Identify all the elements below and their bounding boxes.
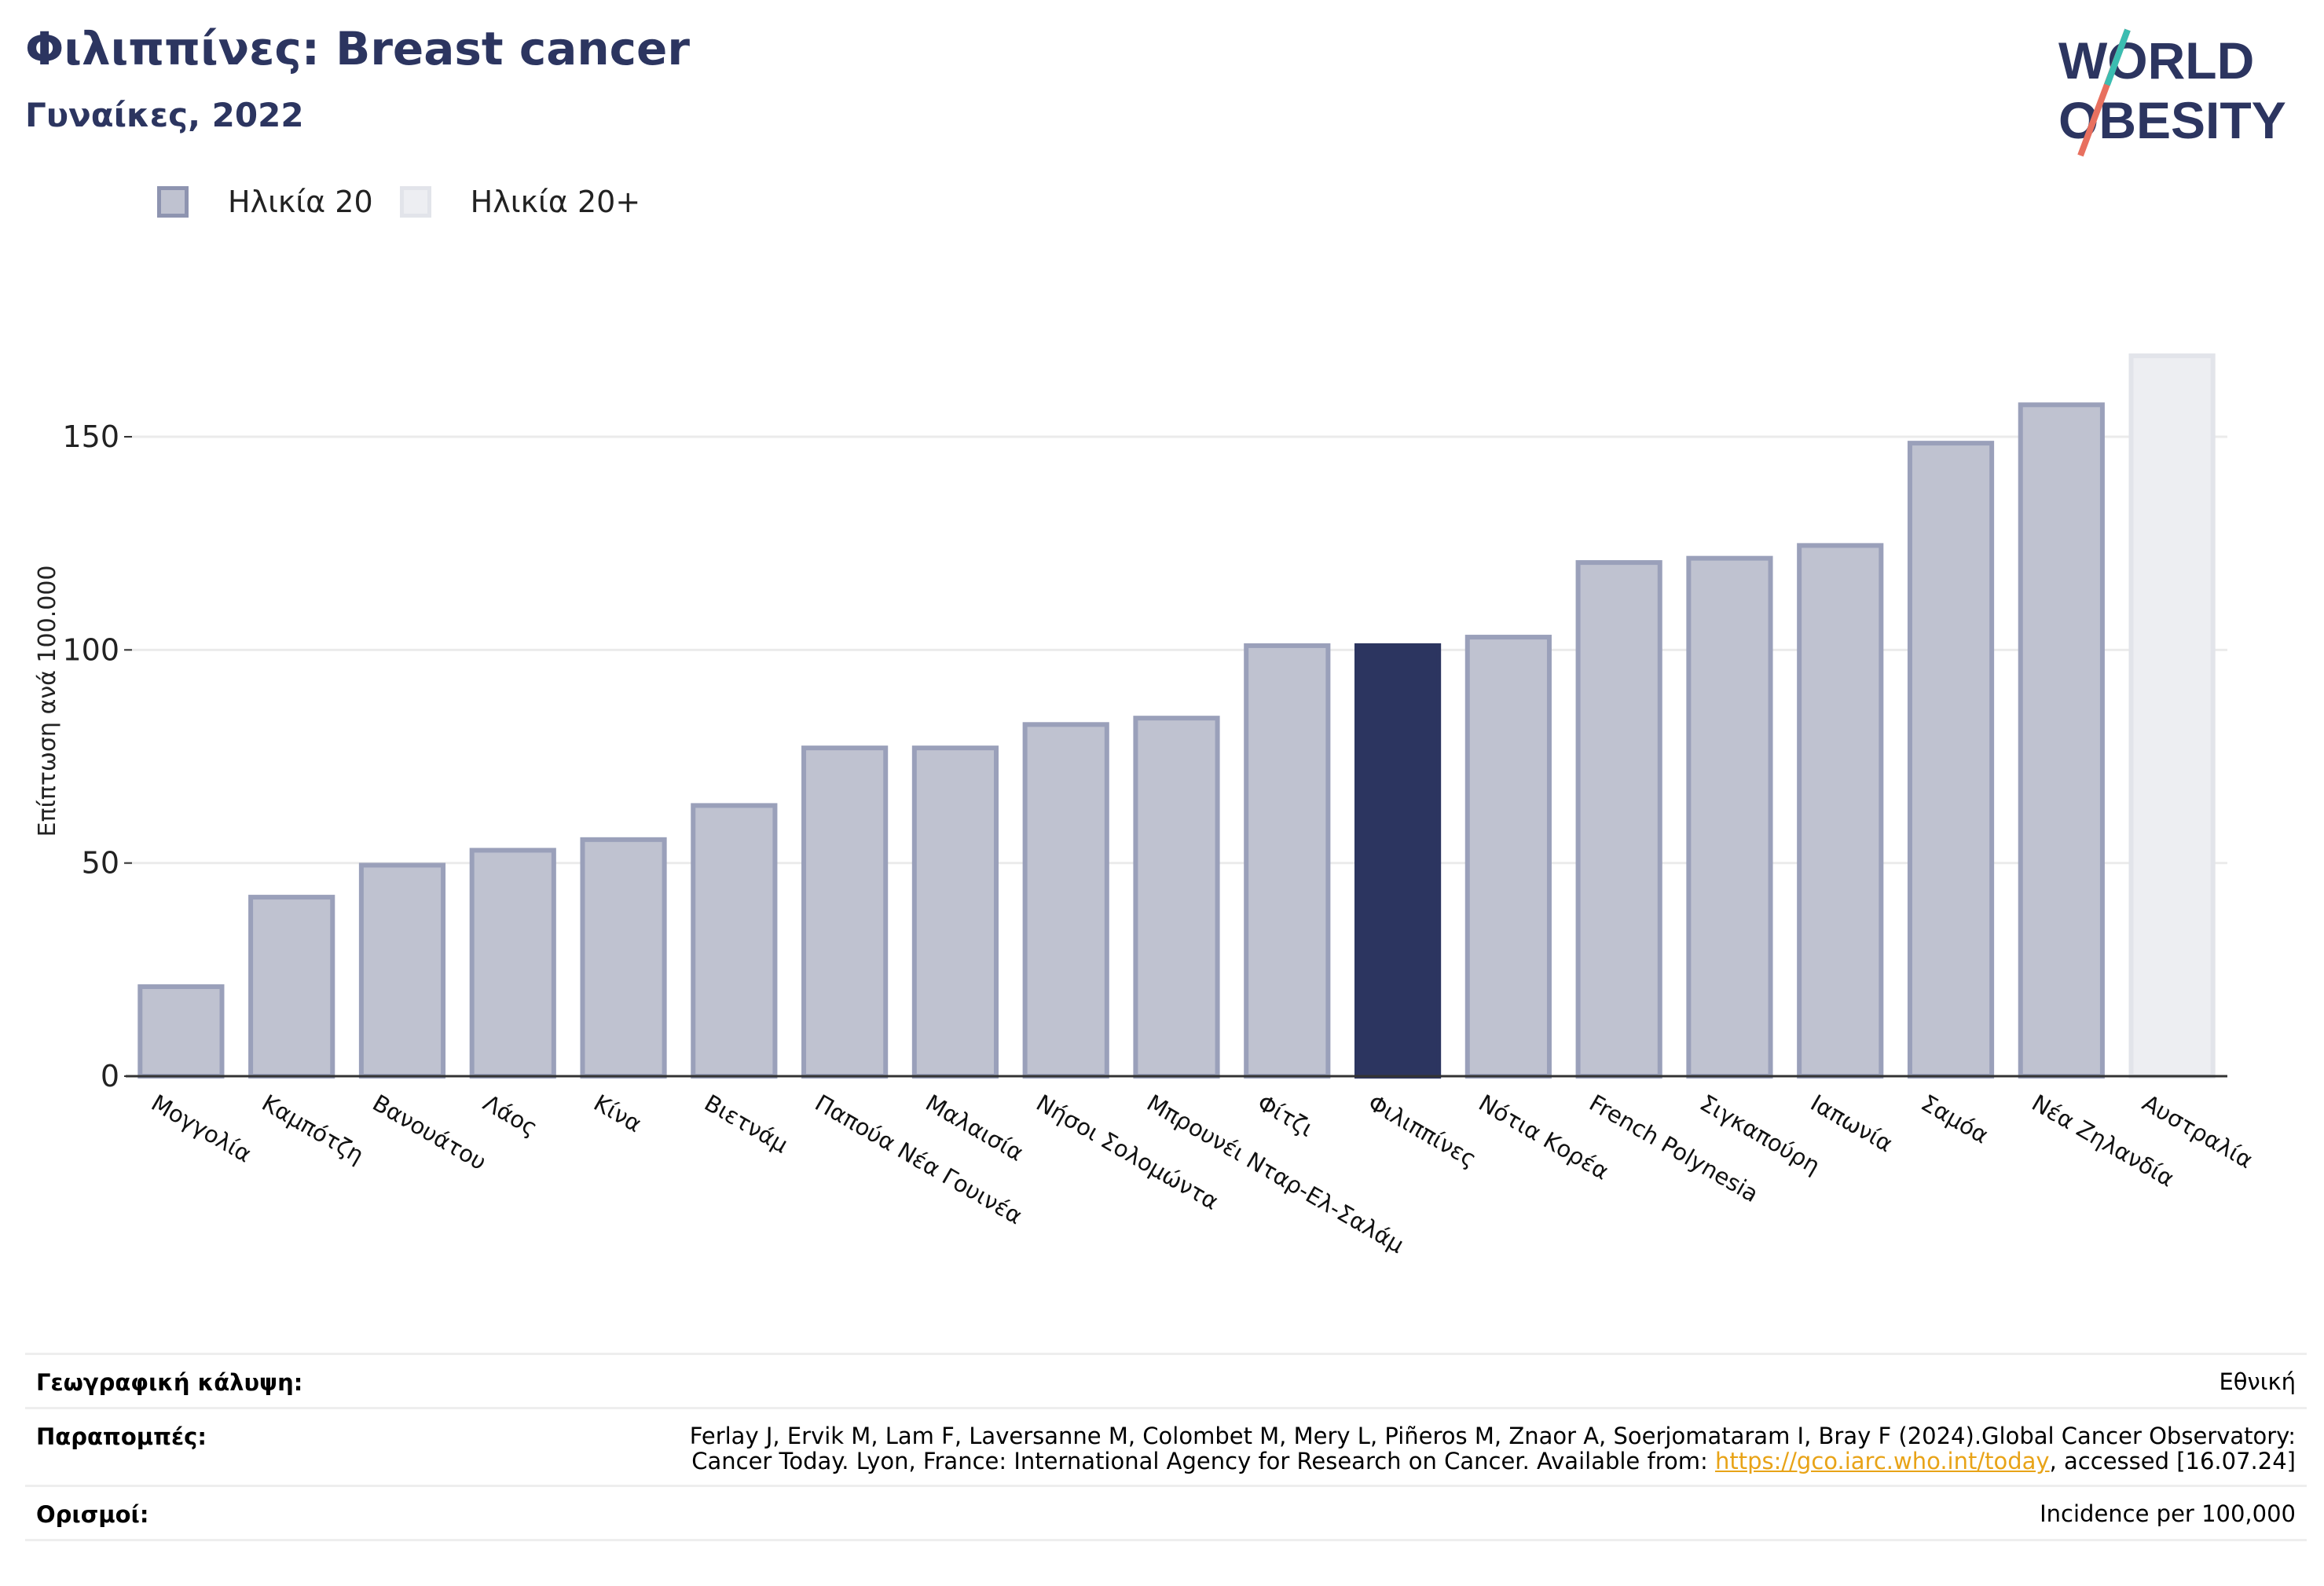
bar-chart: 0 50 100 150 Επίπτωση ανά 100.000 Μογγολία Καμ… <box>34 353 2257 1258</box>
coverage-value: Εθνική <box>2219 1368 2296 1395</box>
y-tick-label: 100 <box>62 632 119 667</box>
x-tick-label: Καμπότζη <box>258 1090 368 1169</box>
logo-slash-teal <box>2104 28 2131 86</box>
page-subtitle: Γυναίκες, 2022 <box>25 96 304 134</box>
y-tick-label: 0 <box>101 1059 119 1093</box>
logo-line1: WORLD <box>2058 31 2254 90</box>
references-line1: Ferlay J, Ervik M, Lam F, Laversanne M, … <box>689 1423 2296 1449</box>
x-tick-label: Φιλιππίνες <box>1364 1090 1482 1173</box>
x-tick-label: Νήσοι Σολομώντα <box>1032 1090 1223 1215</box>
x-tick-label: Λάος <box>478 1090 542 1141</box>
legend-swatch-age20plus <box>399 186 431 218</box>
chart-legend: Ηλικία 20 Ηλικία 20+ <box>157 182 667 222</box>
bar <box>691 803 778 1079</box>
coverage-label: Γεωγραφική κάλυψη: <box>36 1369 303 1396</box>
bar <box>1907 441 1995 1079</box>
bar <box>1022 722 1109 1079</box>
references-line2a: Cancer Today. Lyon, France: Internationa… <box>691 1448 1715 1474</box>
footer-row-references: Παραπομπές: Ferlay J, Ervik M, Lam F, La… <box>25 1407 2307 1485</box>
x-tick-label: Σαμόα <box>1917 1090 1993 1149</box>
footer-row-definitions: Ορισμοί: Incidence per 100,000 <box>25 1485 2307 1541</box>
y-tick-label: 150 <box>62 419 119 454</box>
bar <box>1354 643 1442 1079</box>
bar <box>1575 560 1662 1079</box>
x-tick-label: Μογγολία <box>147 1090 256 1168</box>
bar <box>358 863 446 1079</box>
x-tick-label: Βιετνάμ <box>700 1090 793 1159</box>
references-line2b: , accessed [16.07.24] <box>2049 1448 2296 1474</box>
references-value: Ferlay J, Ervik M, Lam F, Laversanne M, … <box>690 1423 2296 1474</box>
page-title: Φιλιππίνες: Breast cancer <box>25 22 690 75</box>
x-tick-label: Κίνα <box>589 1090 647 1138</box>
references-link[interactable]: https://gco.iarc.who.int/today <box>1714 1448 2050 1474</box>
x-tick-label: Παπούα Νέα Γουινέα <box>811 1090 1027 1230</box>
world-obesity-logo: WORLD OBESITY <box>2058 28 2286 157</box>
bar <box>1244 643 1331 1079</box>
bar <box>469 848 556 1079</box>
bar <box>1133 716 1220 1079</box>
footer-row-coverage: Γεωγραφική κάλυψη: Εθνική <box>25 1353 2307 1407</box>
references-label: Παραπομπές: <box>36 1423 207 1450</box>
bar <box>801 745 889 1079</box>
legend-label-age20: Ηλικία 20 <box>228 185 373 219</box>
bar <box>580 837 667 1079</box>
legend-item-age20plus[interactable]: Ηλικία 20+ <box>399 185 641 219</box>
x-tick-label: Ιαπωνία <box>1806 1090 1897 1158</box>
bar <box>1686 555 1773 1079</box>
bar <box>911 745 999 1079</box>
y-axis-label: Επίπτωση ανά 100.000 <box>34 566 61 837</box>
definitions-label: Ορισμοί: <box>36 1501 149 1528</box>
footer-table: Γεωγραφική κάλυψη: Εθνική Παραπομπές: Fe… <box>25 1353 2307 1541</box>
legend-swatch-age20 <box>157 186 189 218</box>
legend-label-age20plus: Ηλικία 20+ <box>470 185 641 219</box>
x-tick-label: Βανουάτου <box>368 1090 490 1176</box>
bar <box>1464 635 1552 1079</box>
bar <box>137 984 225 1079</box>
x-tick-label: Φίτζι <box>1253 1090 1318 1142</box>
bar <box>2018 402 2105 1079</box>
bar <box>1797 543 1884 1079</box>
bar <box>248 895 335 1079</box>
definitions-value: Incidence per 100,000 <box>2040 1500 2296 1527</box>
y-tick-label: 50 <box>82 846 119 881</box>
legend-item-age20[interactable]: Ηλικία 20 <box>157 185 373 219</box>
bar <box>2128 353 2216 1079</box>
